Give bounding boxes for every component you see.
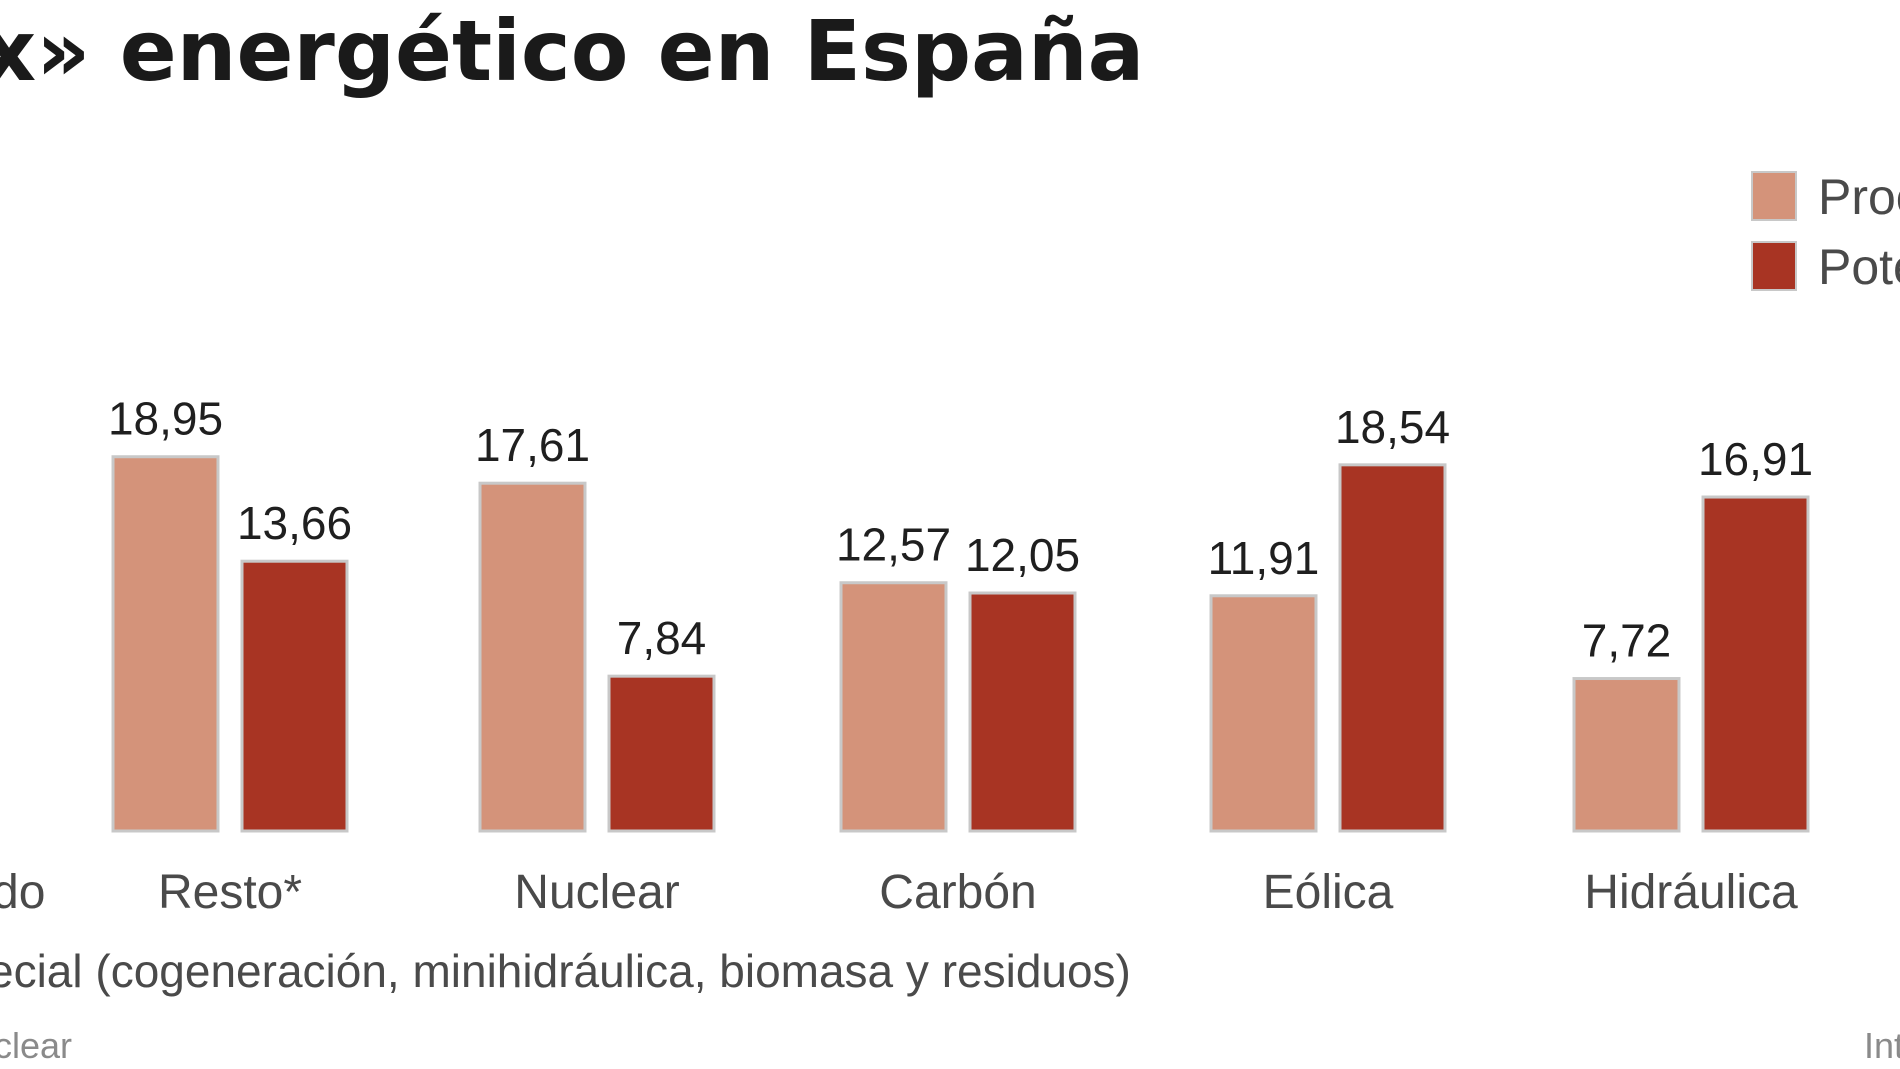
category-label-resto: Resto*	[158, 866, 302, 919]
category-labels-group: Resto* Nuclear Carbón Eólica Hidráulica	[158, 866, 1798, 919]
bar-carbn-series1	[839, 581, 948, 833]
value-label-hidrulica-series1: 7,72	[1582, 615, 1672, 667]
bar-resto-series2	[240, 559, 349, 833]
bar-nuclear-series1	[478, 481, 587, 833]
value-label-resto-series2: 13,66	[237, 497, 352, 549]
bar-resto-series1	[111, 455, 220, 833]
bar-nuclear-series2	[607, 674, 716, 833]
bar-hidrulica-series2	[1701, 495, 1810, 833]
value-label-carbn-series2: 12,05	[965, 529, 1080, 581]
category-label-nuclear: Nuclear	[514, 866, 679, 919]
category-label-elica: Eólica	[1263, 866, 1394, 919]
footnote: ecial (cogeneración, minihidráulica, bio…	[0, 945, 1131, 997]
source-left: clear	[0, 1025, 72, 1066]
value-label-nuclear-series1: 17,61	[475, 419, 590, 471]
value-labels-group: 18,95 13,66 17,61 7,84 12,57 12,05 11,91 18,54 7…	[108, 393, 1813, 667]
source-right: Int	[1864, 1025, 1900, 1066]
partial-category-label: do	[0, 866, 45, 919]
bar-hidrulica-series1	[1572, 677, 1681, 833]
value-label-resto-series1: 18,95	[108, 393, 223, 445]
bar-carbn-series2	[968, 591, 1077, 833]
category-label-carbn: Carbón	[879, 866, 1036, 919]
value-label-hidrulica-series2: 16,91	[1698, 433, 1813, 485]
chart-title: x» energético en España	[0, 2, 1144, 100]
value-label-elica-series2: 18,54	[1335, 401, 1450, 453]
value-label-carbn-series1: 12,57	[836, 519, 951, 571]
category-label-hidrulica: Hidráulica	[1584, 866, 1798, 919]
value-label-nuclear-series2: 7,84	[617, 612, 707, 664]
legend-swatch-series1	[1751, 171, 1797, 221]
legend-swatch-series2	[1751, 241, 1797, 291]
legend-label-series1: Proc	[1818, 169, 1900, 225]
value-label-elica-series1: 11,91	[1208, 532, 1320, 584]
bars-group	[111, 455, 1810, 833]
bar-elica-series1	[1209, 594, 1318, 833]
bar-elica-series2	[1338, 463, 1447, 833]
